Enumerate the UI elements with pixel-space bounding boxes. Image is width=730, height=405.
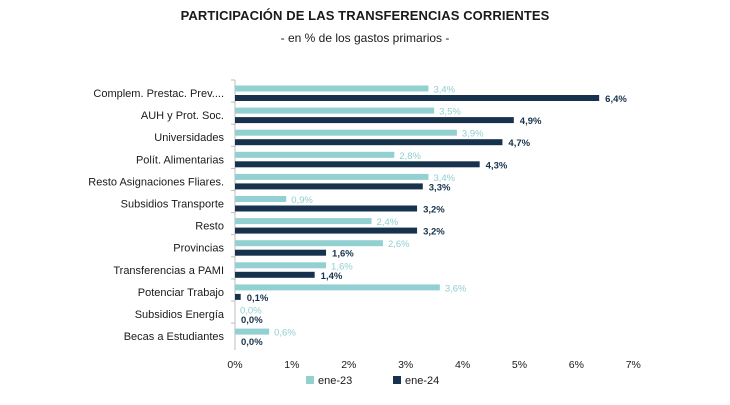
data-label-ene-24: 3,2% xyxy=(423,205,445,216)
bar-ene-24 xyxy=(235,249,327,256)
data-label-ene-23: 2,8% xyxy=(399,151,421,162)
bar-ene-24 xyxy=(235,117,514,124)
bar-ene-23 xyxy=(235,107,435,114)
data-label-ene-24: 4,7% xyxy=(508,138,530,149)
category-label: Complem. Prestac. Prev.... xyxy=(93,88,224,100)
legend-swatch-ene-24 xyxy=(393,376,401,384)
data-label-ene-23: 3,5% xyxy=(439,107,461,118)
bar-ene-24 xyxy=(235,205,418,212)
category-label: Subsidios Energía xyxy=(135,309,225,321)
bar-ene-23 xyxy=(235,85,429,92)
data-label-ene-24: 6,4% xyxy=(605,94,627,105)
data-label-ene-23: 3,4% xyxy=(433,173,455,184)
data-label-ene-24: 0,0% xyxy=(241,315,263,326)
data-label-ene-23: 0,0% xyxy=(240,306,262,317)
category-label: Provincias xyxy=(173,243,224,255)
legend-swatch-ene-23 xyxy=(306,376,314,384)
data-label-ene-24: 3,3% xyxy=(429,182,451,193)
x-tick-label: 3% xyxy=(398,359,413,371)
bar-ene-23 xyxy=(235,218,372,225)
data-label-ene-23: 3,4% xyxy=(433,85,455,96)
bar-ene-24 xyxy=(235,183,423,190)
bar-ene-23 xyxy=(235,173,429,180)
chart-subtitle: - en % de los gastos primarios - xyxy=(280,31,450,45)
data-label-ene-24: 0,0% xyxy=(241,337,263,348)
bar-ene-24 xyxy=(235,271,315,278)
x-tick-label: 4% xyxy=(455,359,470,371)
data-label-ene-23: 0,9% xyxy=(291,195,313,206)
category-label: Resto xyxy=(195,221,224,233)
x-tick-label: 0% xyxy=(227,359,242,371)
bar-ene-23 xyxy=(235,196,287,202)
x-tick-label: 5% xyxy=(512,359,527,371)
chart-title: PARTICIPACIÓN DE LAS TRANSFERENCIAS CORR… xyxy=(180,8,550,23)
bar-ene-24 xyxy=(235,293,241,300)
x-tick-label: 7% xyxy=(626,359,641,371)
data-label-ene-23: 2,6% xyxy=(388,239,410,250)
category-label: Subsidios Transporte xyxy=(121,199,224,211)
bar-ene-24 xyxy=(235,139,503,146)
data-label-ene-24: 1,4% xyxy=(321,271,343,282)
data-label-ene-24: 1,6% xyxy=(332,249,354,260)
bar-ene-24 xyxy=(235,227,418,234)
data-label-ene-23: 1,6% xyxy=(331,261,353,272)
bar-ene-24 xyxy=(235,95,600,101)
bar-ene-23 xyxy=(235,151,395,158)
bar-ene-23 xyxy=(235,262,327,269)
x-tick-label: 1% xyxy=(284,359,299,371)
data-label-ene-24: 3,2% xyxy=(423,227,445,238)
bar-ene-23 xyxy=(235,328,270,335)
x-tick-label: 2% xyxy=(341,359,356,371)
x-tick-label: 6% xyxy=(569,359,584,371)
category-label: Universidades xyxy=(154,132,224,144)
category-label: Transferencias a PAMI xyxy=(113,265,224,277)
category-label: AUH y Prot. Soc. xyxy=(141,110,224,122)
data-label-ene-24: 4,3% xyxy=(486,160,508,171)
bar-ene-24 xyxy=(235,161,480,168)
category-label: Polít. Alimentarias xyxy=(136,154,225,166)
category-label: Becas a Estudiantes xyxy=(124,331,225,343)
data-label-ene-24: 4,9% xyxy=(520,116,542,127)
bar-ene-23 xyxy=(235,284,440,291)
data-label-ene-23: 3,6% xyxy=(445,283,467,294)
category-label: Resto Asignaciones Fliares. xyxy=(88,176,224,188)
data-label-ene-23: 2,4% xyxy=(377,217,399,228)
bar-ene-23 xyxy=(235,240,383,247)
bar-ene-23 xyxy=(235,129,457,136)
data-label-ene-23: 0,6% xyxy=(274,328,296,339)
data-label-ene-24: 0,1% xyxy=(247,293,269,304)
legend-label-ene-23: ene-23 xyxy=(318,375,352,387)
legend-label-ene-24: ene-24 xyxy=(405,375,439,387)
data-label-ene-23: 3,9% xyxy=(462,129,484,140)
category-label: Potenciar Trabajo xyxy=(138,287,224,299)
